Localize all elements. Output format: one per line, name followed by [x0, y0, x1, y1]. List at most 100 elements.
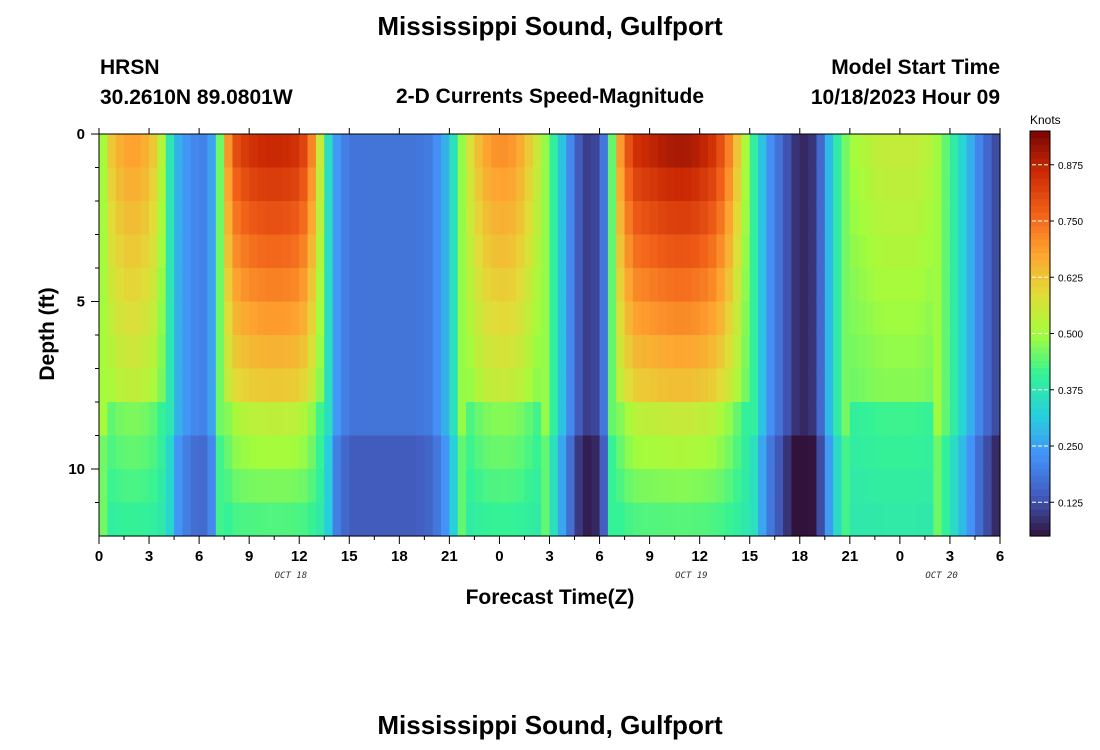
x-axis-title: Forecast Time(Z) [465, 586, 635, 609]
page-title: Mississippi Sound, Gulfport [377, 11, 723, 41]
heatmap-cell [215, 134, 225, 169]
heatmap-cell [991, 201, 1001, 236]
heatmap-cell [624, 335, 634, 370]
heatmap-cell [666, 368, 676, 403]
heatmap-cell [541, 201, 551, 236]
heatmap-cell [858, 234, 868, 269]
heatmap-cell [99, 167, 108, 202]
heatmap-cell [866, 502, 876, 537]
heatmap-cell [215, 268, 225, 303]
heatmap-cell [332, 201, 342, 236]
x-tick-label: 18 [391, 548, 408, 565]
heatmap-cell [557, 335, 567, 370]
heatmap-cell [774, 502, 784, 537]
heatmap-cell [174, 335, 184, 370]
heatmap-cell [974, 335, 984, 370]
heatmap-cell [240, 402, 250, 437]
heatmap-cell [591, 435, 601, 470]
heatmap-cell [941, 268, 951, 303]
heatmap-cell [833, 234, 843, 269]
heatmap-cell [991, 167, 1001, 202]
heatmap-cell [416, 335, 425, 370]
heatmap-cell [524, 402, 534, 437]
heatmap-cell [616, 469, 626, 504]
heatmap-cell [708, 134, 717, 169]
heatmap-cell [315, 502, 325, 537]
colorbar-segment [1030, 414, 1050, 422]
heatmap-cell [749, 402, 759, 437]
heatmap-cell [899, 368, 909, 403]
heatmap-cell [741, 134, 751, 169]
heatmap-cell [149, 167, 158, 202]
heatmap-cell [399, 134, 409, 169]
heatmap-cell [507, 167, 517, 202]
heatmap-cell [249, 234, 259, 269]
heatmap-cell [808, 335, 818, 370]
heatmap-cell [382, 402, 392, 437]
heatmap-cell [699, 268, 709, 303]
heatmap-cell [749, 201, 759, 236]
heatmap-cell [224, 268, 234, 303]
heatmap-cell [624, 502, 634, 537]
heatmap-cell [174, 167, 184, 202]
heatmap-cell [774, 234, 784, 269]
heatmap-cell [124, 167, 133, 202]
heatmap-cell [324, 301, 334, 336]
heatmap-cell [966, 234, 976, 269]
heatmap-cell [416, 201, 425, 236]
heatmap-cell [866, 234, 876, 269]
heatmap-cell [140, 502, 150, 537]
heatmap-cell [916, 134, 926, 169]
heatmap-cell [816, 368, 826, 403]
heatmap-cell [207, 469, 217, 504]
heatmap-cell [958, 469, 968, 504]
heatmap-cell [340, 234, 350, 269]
heatmap-cell [299, 502, 309, 537]
heatmap-cell [274, 134, 284, 169]
heatmap-cell [390, 435, 400, 470]
heatmap-cell [407, 368, 417, 403]
heatmap-cell [357, 469, 367, 504]
heatmap-cell [215, 402, 225, 437]
heatmap-cell [399, 402, 409, 437]
heatmap-cell [774, 167, 784, 202]
heatmap-cell [716, 469, 726, 504]
heatmap-cell [816, 268, 826, 303]
heatmap-cell [891, 368, 901, 403]
heatmap-cell [833, 402, 843, 437]
heatmap-cell [499, 167, 509, 202]
heatmap-cell [924, 268, 934, 303]
heatmap-cell [874, 368, 884, 403]
heatmap-cell [791, 201, 801, 236]
heatmap-cell [149, 368, 158, 403]
heatmap-cell [424, 335, 434, 370]
heatmap-cell [457, 301, 467, 336]
heatmap-cell [566, 268, 576, 303]
heatmap-cell [532, 234, 542, 269]
colorbar-segment [1030, 306, 1050, 314]
heatmap-cell [390, 368, 400, 403]
heatmap-cell [290, 368, 300, 403]
heatmap-cell [924, 301, 934, 336]
heatmap-cell [232, 368, 242, 403]
y-tick-label: 5 [77, 294, 85, 311]
heatmap-cell [724, 301, 734, 336]
colorbar-segment [1030, 360, 1050, 368]
heatmap-cell [416, 368, 425, 403]
heatmap-cell [783, 335, 793, 370]
heatmap-cell [874, 502, 884, 537]
heatmap-cell [908, 435, 918, 470]
heatmap-cell [466, 368, 476, 403]
heatmap-cell [549, 167, 559, 202]
heatmap-cell [991, 335, 1001, 370]
heatmap-cell [365, 502, 375, 537]
heatmap-cell [215, 335, 225, 370]
heatmap-cell [357, 167, 367, 202]
heatmap-cell [416, 435, 425, 470]
heatmap-cell [224, 301, 234, 336]
heatmap-cell [933, 234, 943, 269]
heatmap-cell [766, 134, 776, 169]
heatmap-cell [165, 368, 175, 403]
heatmap-cell [641, 435, 651, 470]
heatmap-cell [883, 268, 893, 303]
